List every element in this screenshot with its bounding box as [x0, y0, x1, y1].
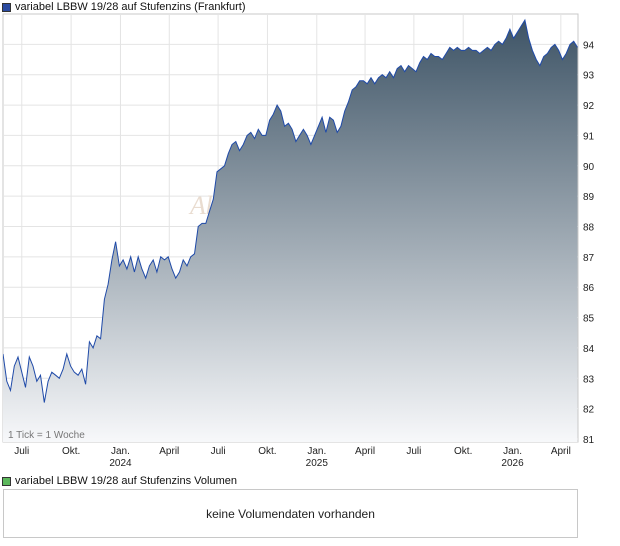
price-line	[3, 18, 578, 403]
x-tick-label: Okt.	[454, 446, 472, 457]
x-tick-label: Jan.	[307, 446, 326, 457]
x-year-label: 2026	[501, 458, 524, 469]
y-tick-label: 87	[583, 253, 595, 264]
y-tick-label: 84	[583, 344, 595, 355]
x-tick-label: Jan.	[111, 446, 130, 457]
y-tick-label: 85	[583, 314, 595, 325]
x-tick-label: Okt.	[258, 446, 276, 457]
price-legend-label: variabel LBBW 19/28 auf Stufenzins (Fran…	[15, 1, 246, 13]
y-tick-label: 89	[583, 192, 595, 203]
x-tick-label: April	[551, 446, 571, 457]
y-tick-label: 94	[583, 40, 595, 51]
y-tick-label: 93	[583, 71, 595, 82]
y-tick-label: 91	[583, 131, 595, 142]
volume-legend: variabel LBBW 19/28 auf Stufenzins Volum…	[2, 474, 237, 488]
volume-panel: keine Volumendaten vorhanden	[3, 489, 578, 538]
y-tick-label: 90	[583, 162, 595, 173]
y-tick-label: 88	[583, 222, 595, 233]
y-tick-label: 83	[583, 374, 595, 385]
x-tick-label: Juli	[406, 446, 421, 457]
x-tick-label: Juli	[14, 446, 29, 457]
x-year-label: 2024	[109, 458, 132, 469]
volume-legend-swatch	[2, 476, 11, 486]
x-tick-label: April	[355, 446, 375, 457]
x-year-label: 2025	[306, 458, 329, 469]
volume-legend-label: variabel LBBW 19/28 auf Stufenzins Volum…	[15, 475, 237, 487]
price-legend: variabel LBBW 19/28 auf Stufenzins (Fran…	[2, 0, 246, 14]
price-area	[3, 20, 578, 442]
y-tick-label: 92	[583, 101, 595, 112]
no-volume-message: keine Volumendaten vorhanden	[206, 506, 375, 521]
x-tick-label: Juli	[211, 446, 226, 457]
price-legend-swatch	[2, 2, 11, 12]
y-tick-label: 82	[583, 405, 595, 416]
x-tick-label: April	[159, 446, 179, 457]
y-axis: 81 82 83 84 85 86 87 88 89 90 91 92 93 94	[583, 40, 595, 446]
y-tick-label: 86	[583, 283, 595, 294]
x-tick-label: Okt.	[62, 446, 80, 457]
x-tick-label: Jan.	[503, 446, 522, 457]
y-tick-label: 81	[583, 435, 595, 446]
tick-note: 1 Tick = 1 Woche	[8, 430, 85, 441]
